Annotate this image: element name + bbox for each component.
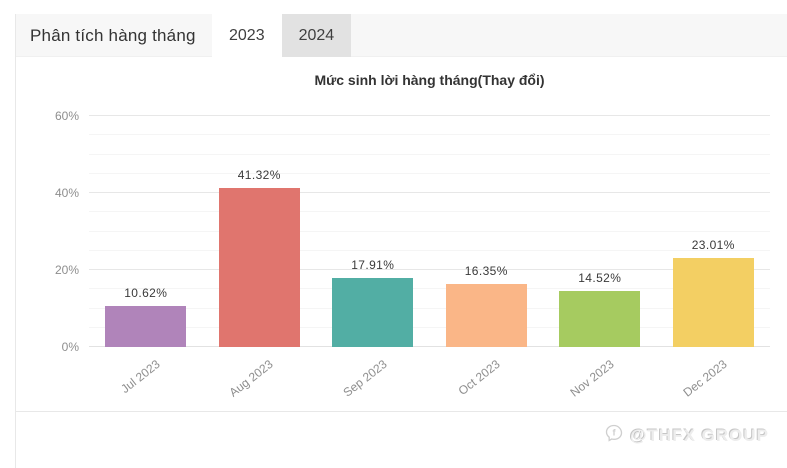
- gridline-minor: [89, 230, 770, 232]
- gridline-minor: [89, 211, 770, 213]
- y-axis-tick-label: 20%: [54, 263, 79, 277]
- tab-2024[interactable]: 2024: [281, 14, 352, 57]
- gridline-minor: [89, 153, 770, 155]
- facebook-chat-icon: f: [604, 423, 624, 448]
- bar-sep-2023[interactable]: [332, 278, 414, 347]
- gridline-minor: [89, 307, 770, 309]
- gridline-major: [89, 192, 770, 193]
- monthly-analysis-card: Phân tích hàng tháng 2023 2024 Mức sinh …: [15, 14, 787, 468]
- bar-oct-2023[interactable]: [445, 284, 527, 347]
- gridline-minor: [89, 134, 770, 136]
- chart-title: Mức sinh lời hàng tháng(Thay đổi): [314, 72, 545, 88]
- footer: f @THFX GROUP: [16, 412, 787, 467]
- year-tabs: 2023 2024: [212, 14, 352, 57]
- gridline-major: [89, 115, 770, 116]
- bar-value-label: 10.62%: [124, 286, 168, 301]
- bar-value-label: 41.32%: [237, 167, 281, 182]
- gridline-minor: [89, 172, 770, 174]
- bar-value-label: 17.91%: [351, 258, 395, 273]
- bar-chart: Mức sinh lời hàng tháng(Thay đổi) 0% 20% 4…: [16, 57, 787, 412]
- gridline-major: [89, 269, 770, 270]
- svg-text:f: f: [612, 428, 616, 438]
- bar-value-label: 23.01%: [691, 238, 735, 253]
- plot-area: 0% 20% 40% 60% 10.62% Jul 2023 41.32% Aug 2023 1…: [55, 109, 770, 400]
- watermark-text: @THFX GROUP: [629, 425, 769, 445]
- watermark: f @THFX GROUP: [604, 423, 769, 448]
- gridline-minor: [89, 326, 770, 328]
- y-axis-tick-label: 40%: [54, 186, 79, 200]
- x-axis-line: [89, 346, 770, 347]
- bar-value-label: 14.52%: [578, 271, 622, 286]
- bar-aug-2023[interactable]: [218, 187, 300, 347]
- bar-dec-2023[interactable]: [672, 258, 754, 347]
- y-axis-tick-label: 60%: [54, 109, 79, 123]
- tab-2023[interactable]: 2023: [212, 14, 282, 57]
- panel-title: Phân tích hàng tháng: [30, 26, 196, 45]
- gridline-minor: [89, 288, 770, 290]
- bar-jul-2023[interactable]: [105, 306, 187, 347]
- gridline-minor: [89, 249, 770, 251]
- bar-value-label: 16.35%: [464, 264, 508, 279]
- tabs-bar: Phân tích hàng tháng 2023 2024: [16, 14, 787, 57]
- y-axis-tick-label: 0%: [61, 340, 79, 354]
- bar-nov-2023[interactable]: [559, 291, 641, 347]
